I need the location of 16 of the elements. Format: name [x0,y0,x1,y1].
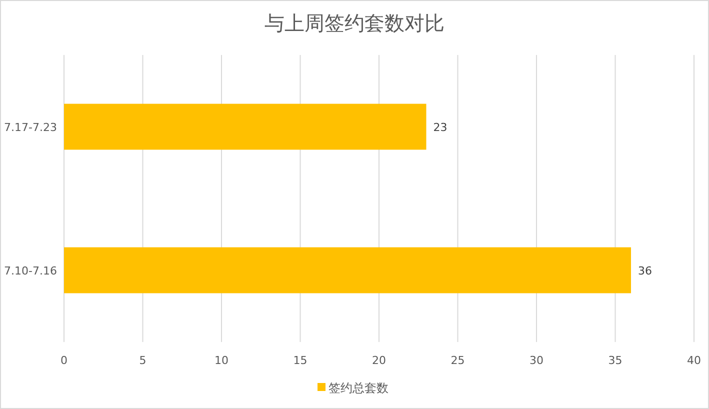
x-tick-label: 40 [687,354,701,367]
y-tick-label: 7.17-7.23 [4,120,57,134]
y-tick-label: 7.10-7.16 [4,264,57,278]
x-tick-label: 15 [293,354,308,367]
legend-label: 签约总套数 [328,381,388,395]
data-label: 36 [638,264,652,278]
data-label: 23 [433,120,448,134]
chart-title: 与上周签约套数对比 [264,11,444,35]
x-tick-label: 0 [60,354,68,367]
legend: 签约总套数 [318,381,388,395]
x-tick-label: 20 [372,354,386,367]
x-tick-label: 5 [139,354,146,367]
x-tick-label: 25 [450,354,465,367]
x-tick-label: 10 [214,354,228,367]
x-tick-label: 35 [608,354,622,367]
x-tick-label: 30 [530,354,544,367]
